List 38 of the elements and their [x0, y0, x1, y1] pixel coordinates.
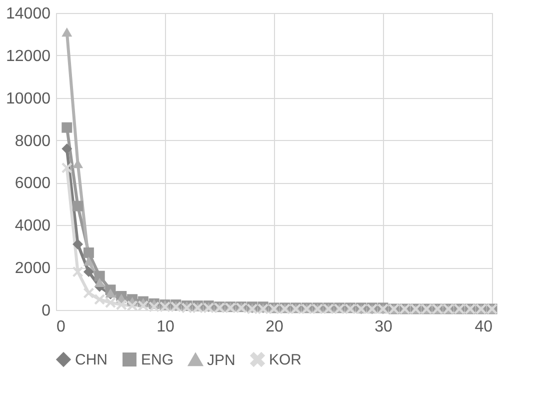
- point: [105, 297, 116, 308]
- x-tick-label: 10: [156, 318, 174, 336]
- x-tick-label: 30: [374, 318, 392, 336]
- y-tick-label: 4000: [14, 218, 51, 235]
- y-tick-label: 14000: [6, 6, 51, 22]
- y-tick-label: 10000: [6, 90, 51, 108]
- point: [148, 302, 160, 312]
- y-tick-label: 8000: [14, 132, 51, 150]
- y-tick-label: 12000: [6, 48, 51, 65]
- y-tick-label: 2000: [14, 260, 51, 278]
- point: [160, 302, 170, 312]
- legend-label: KOR: [269, 352, 302, 369]
- point: [94, 278, 105, 287]
- y-tick-label: 6000: [14, 175, 51, 192]
- point: [138, 300, 148, 311]
- point: [83, 256, 94, 266]
- point: [94, 270, 105, 282]
- y-tick-label: 0: [42, 302, 51, 320]
- point: [62, 162, 72, 174]
- point: [83, 247, 94, 258]
- x-tick-label: 40: [474, 318, 493, 336]
- x-tick-label: 0: [56, 318, 66, 336]
- point: [62, 122, 72, 133]
- point: [94, 294, 105, 305]
- point: [72, 238, 84, 250]
- point: [182, 302, 192, 314]
- point: [83, 266, 94, 278]
- point: [62, 144, 72, 154]
- x-tick-label: 20: [266, 318, 284, 336]
- legend-label: CHN: [75, 352, 108, 369]
- point: [72, 266, 84, 278]
- point: [127, 300, 138, 311]
- legend-label: ENG: [141, 352, 174, 369]
- point: [116, 299, 127, 310]
- point: [72, 200, 84, 212]
- point: [83, 288, 94, 298]
- legend-label: JPN: [207, 352, 236, 369]
- point: [62, 28, 72, 37]
